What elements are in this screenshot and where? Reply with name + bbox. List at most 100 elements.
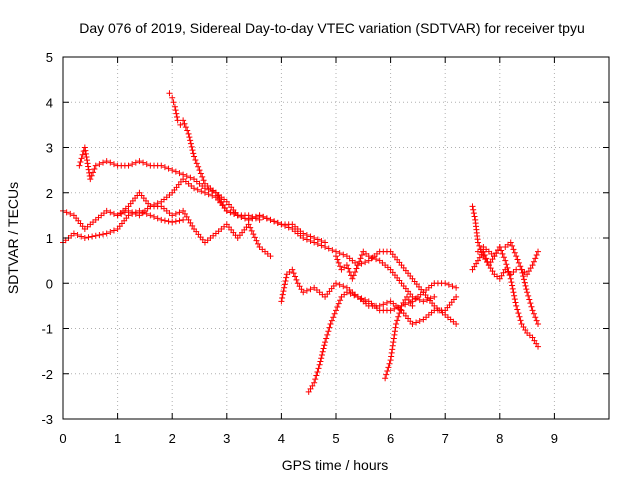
data-point — [294, 280, 301, 287]
interp-point — [249, 215, 256, 222]
data-point — [518, 266, 525, 273]
interp-point — [247, 224, 254, 231]
interp-point — [67, 210, 74, 217]
interp-point — [533, 251, 540, 258]
data-point — [316, 361, 323, 368]
grid — [63, 57, 609, 419]
interp-point — [319, 348, 326, 355]
interp-point — [255, 240, 261, 247]
interp-point — [181, 120, 188, 127]
interp-point — [380, 301, 387, 308]
interp-point — [330, 314, 337, 321]
interp-point — [303, 236, 310, 243]
data-point — [147, 203, 154, 210]
interp-point — [260, 213, 267, 220]
interp-point — [74, 231, 81, 238]
interp-point — [386, 360, 393, 367]
y-tick-label: 1 — [46, 231, 53, 246]
interp-point — [282, 277, 289, 284]
data-point — [311, 239, 318, 246]
interp-point — [520, 273, 527, 280]
interp-point — [186, 134, 193, 141]
interp-point — [90, 169, 97, 176]
interp-point — [193, 160, 200, 167]
y-tick-label: -2 — [41, 367, 53, 382]
data-point — [92, 162, 99, 169]
interp-point — [527, 300, 534, 307]
data-point — [180, 117, 187, 124]
data-point — [169, 212, 176, 219]
data-point — [474, 239, 481, 246]
interp-point — [188, 143, 195, 150]
interp-point — [320, 345, 327, 352]
data-point — [518, 320, 525, 327]
data-point — [278, 298, 285, 305]
data-point — [267, 253, 274, 260]
data-point — [171, 103, 178, 110]
interp-point — [79, 151, 86, 158]
interp-point — [508, 279, 515, 286]
interp-point — [279, 294, 286, 301]
data-point — [166, 90, 173, 97]
data-point — [469, 203, 476, 210]
interp-point — [489, 256, 496, 263]
interp-point — [88, 172, 95, 179]
interp-point — [132, 159, 139, 166]
interp-point — [296, 283, 303, 290]
axis-ticks: 0 1 2 3 4 5 6 7 8 9 5 4 3 2 1 0 -1 -2 -3 — [41, 50, 609, 446]
interp-point — [161, 164, 168, 171]
interp-point — [416, 296, 423, 303]
interp-point — [187, 219, 194, 226]
interp-point — [521, 279, 528, 286]
interp-point — [107, 209, 114, 216]
interp-point — [110, 210, 117, 217]
interp-point — [182, 124, 189, 131]
interp-point — [85, 166, 92, 173]
interp-point — [396, 310, 403, 317]
interp-point — [170, 99, 177, 106]
interp-point — [499, 250, 506, 257]
interp-point — [520, 323, 527, 330]
y-tick-label: 5 — [46, 50, 53, 65]
interp-point — [252, 213, 259, 220]
interp-point — [253, 237, 260, 244]
interp-point — [151, 213, 157, 220]
y-axis-label: SDTVAR / TECUs — [5, 182, 21, 294]
interp-point — [173, 113, 180, 120]
data-point — [507, 275, 514, 282]
data-point — [409, 320, 416, 327]
data-point — [387, 357, 394, 364]
interp-point — [292, 273, 299, 280]
data-point — [191, 153, 198, 160]
interp-point — [416, 317, 423, 324]
data-point — [76, 162, 83, 169]
interp-point — [325, 328, 332, 335]
interp-point — [533, 340, 540, 347]
data-point — [103, 230, 110, 237]
interp-point — [220, 201, 227, 208]
interp-point — [91, 165, 98, 172]
interp-point — [489, 268, 496, 275]
y-tick-label: 2 — [46, 186, 53, 201]
interp-point — [350, 272, 357, 279]
data-point — [453, 293, 460, 300]
interp-point — [176, 170, 183, 177]
interp-point — [334, 256, 341, 263]
data-point — [431, 293, 438, 300]
data-point — [180, 207, 187, 214]
interp-point — [445, 281, 452, 288]
interp-point — [190, 150, 197, 157]
interp-point — [476, 254, 483, 261]
data-point — [403, 293, 410, 300]
interp-point — [185, 216, 192, 223]
interp-point — [427, 295, 434, 302]
interp-point — [110, 227, 117, 234]
interp-point — [325, 245, 332, 252]
interp-point — [335, 300, 342, 307]
data-point — [223, 207, 230, 214]
interp-point — [470, 210, 477, 217]
interp-point — [326, 324, 333, 331]
interp-point — [198, 188, 205, 195]
interp-point — [522, 327, 529, 334]
data-point — [513, 253, 520, 260]
